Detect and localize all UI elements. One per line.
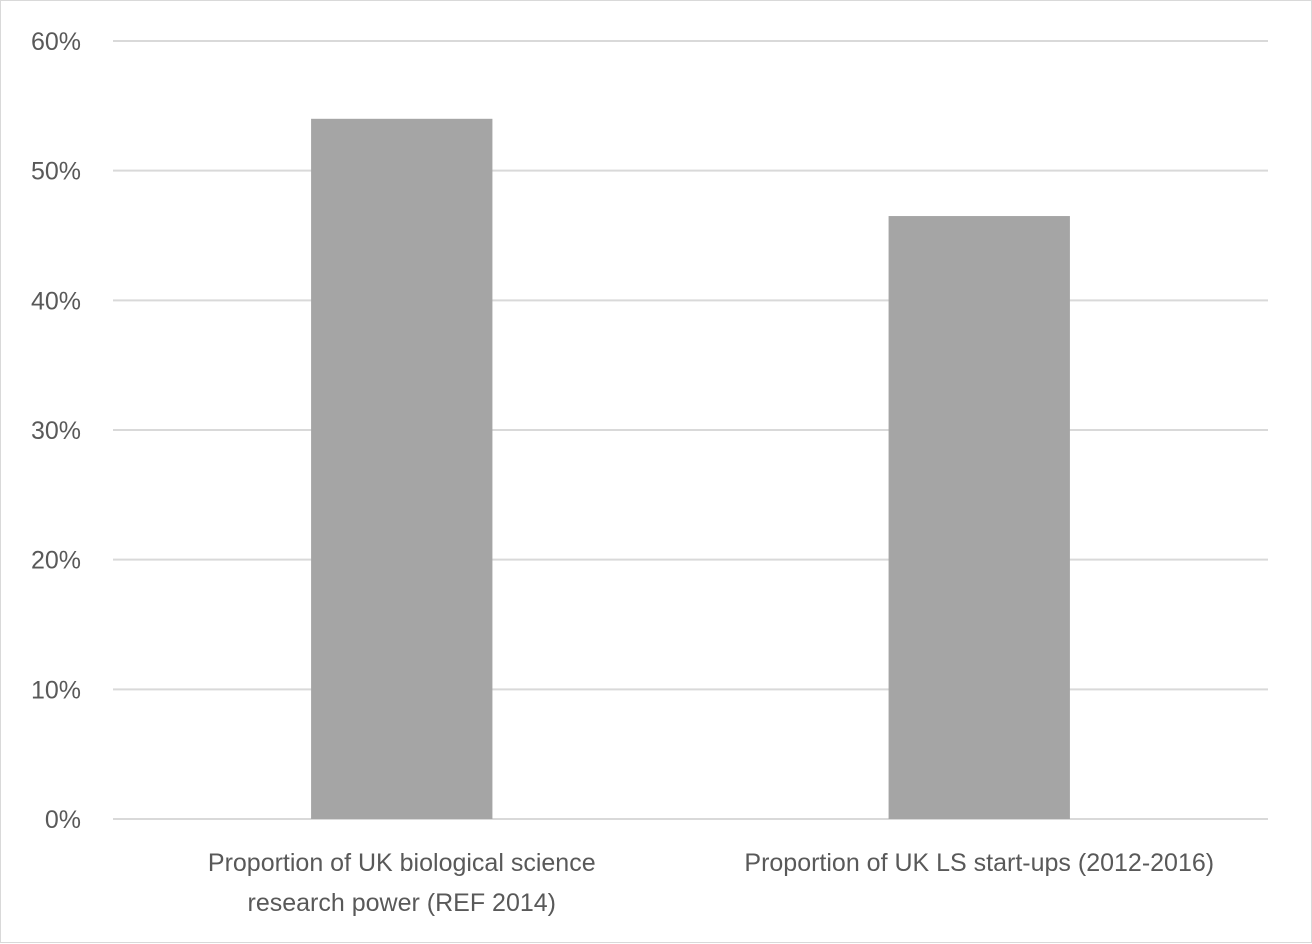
bar (311, 118, 493, 820)
x-category-label: Proportion of UK LS start-ups (2012-2016… (744, 849, 1214, 877)
bar (888, 216, 1070, 820)
bars (311, 118, 1070, 820)
y-tick-label: 30% (31, 417, 81, 445)
y-axis-tick-labels: 0% 10% 20% 30% 40% 50% 60% (31, 28, 81, 834)
y-tick-label: 0% (45, 806, 81, 834)
y-tick-label: 60% (31, 28, 81, 56)
gridlines (113, 40, 1268, 820)
x-category-label: research power (REF 2014) (248, 889, 556, 917)
x-axis-category-labels: Proportion of UK biological science resea… (208, 849, 1214, 917)
x-category-label: Proportion of UK biological science (208, 849, 596, 877)
y-tick-label: 40% (31, 287, 81, 315)
y-tick-label: 10% (31, 676, 81, 704)
y-tick-label: 50% (31, 158, 81, 186)
y-tick-label: 20% (31, 547, 81, 575)
